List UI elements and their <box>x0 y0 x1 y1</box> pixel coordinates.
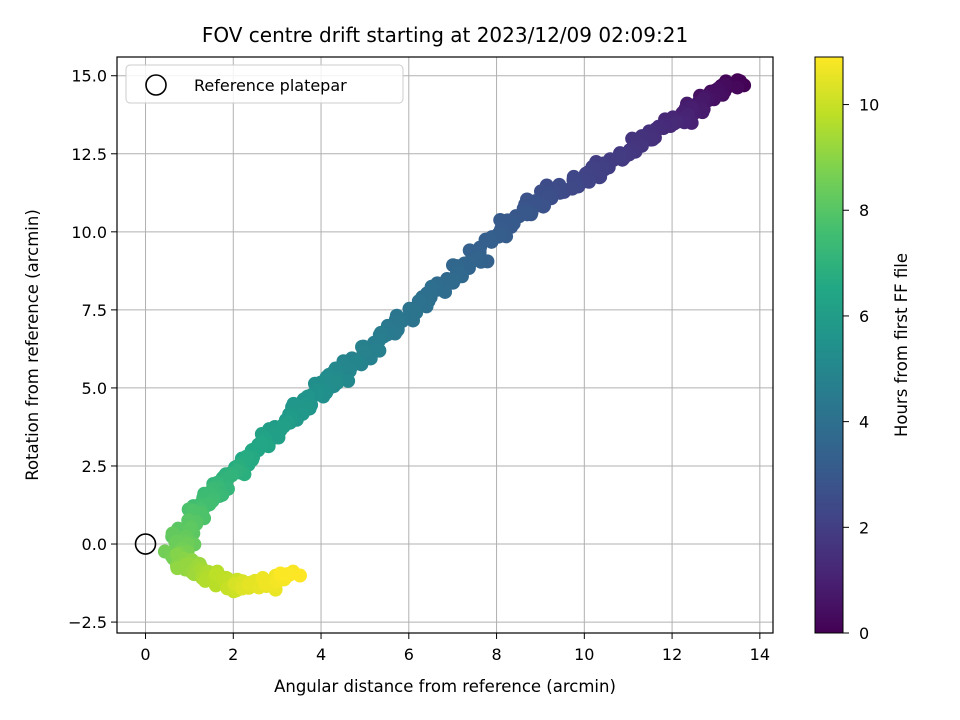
colorbar-label: Hours from first FF file <box>892 253 911 437</box>
y-tick-label: 5.0 <box>82 379 107 398</box>
data-point <box>273 566 288 581</box>
x-tick-label: 4 <box>316 645 326 664</box>
y-tick-label: 2.5 <box>82 457 107 476</box>
scatter-points <box>157 73 752 599</box>
data-point <box>292 568 307 583</box>
y-tick-label: 15.0 <box>71 67 107 86</box>
colorbar-tick-label: 0 <box>859 624 869 643</box>
y-tick-label: 0.0 <box>82 535 107 554</box>
legend-marker <box>145 74 167 96</box>
grid-lines <box>117 57 773 633</box>
y-axis-ticks: −2.5 0.0 2.5 5.0 7.5 10.0 12.5 15.0 <box>68 67 117 632</box>
colorbar-bar <box>814 56 844 634</box>
legend-box <box>125 64 404 104</box>
x-tick-label: 12 <box>662 645 682 664</box>
data-point <box>372 333 387 348</box>
colorbar-tick-label: 10 <box>859 96 879 115</box>
data-point <box>730 80 745 95</box>
colorbar-ticks: 0 2 4 6 8 10 <box>843 96 879 643</box>
data-point <box>424 279 439 294</box>
colorbar: 0 2 4 6 8 10 Hours from first FF file <box>814 56 911 643</box>
x-tick-label: 0 <box>140 645 150 664</box>
chart-title: FOV centre drift starting at 2023/12/09 … <box>202 23 688 47</box>
colorbar-tick-label: 8 <box>859 201 869 220</box>
y-tick-label: 12.5 <box>71 145 107 164</box>
reference-platepar-marker <box>134 533 157 555</box>
data-point <box>258 576 273 591</box>
x-axis-ticks: 0 2 4 6 8 10 12 14 <box>140 633 770 664</box>
colorbar-tick-label: 2 <box>859 518 869 537</box>
data-point <box>276 419 291 434</box>
legend: Reference platepar <box>125 64 404 104</box>
plot-frame <box>116 56 774 634</box>
colorbar-tick-label: 4 <box>859 413 869 432</box>
colorbar-tick-label: 6 <box>859 307 869 326</box>
data-point <box>506 216 521 231</box>
y-tick-label: 7.5 <box>82 301 107 320</box>
x-axis-label: Angular distance from reference (arcmin) <box>274 677 616 696</box>
x-tick-label: 2 <box>228 645 238 664</box>
x-tick-label: 6 <box>404 645 414 664</box>
data-point <box>565 181 580 196</box>
y-tick-label: −2.5 <box>68 613 107 632</box>
x-tick-label: 8 <box>491 645 501 664</box>
x-tick-label: 10 <box>574 645 594 664</box>
legend-entry-reference-platepar: Reference platepar <box>194 76 347 95</box>
x-tick-label: 14 <box>750 645 770 664</box>
y-tick-label: 10.0 <box>71 223 107 242</box>
y-axis-label: Rotation from reference (arcmin) <box>23 209 42 481</box>
